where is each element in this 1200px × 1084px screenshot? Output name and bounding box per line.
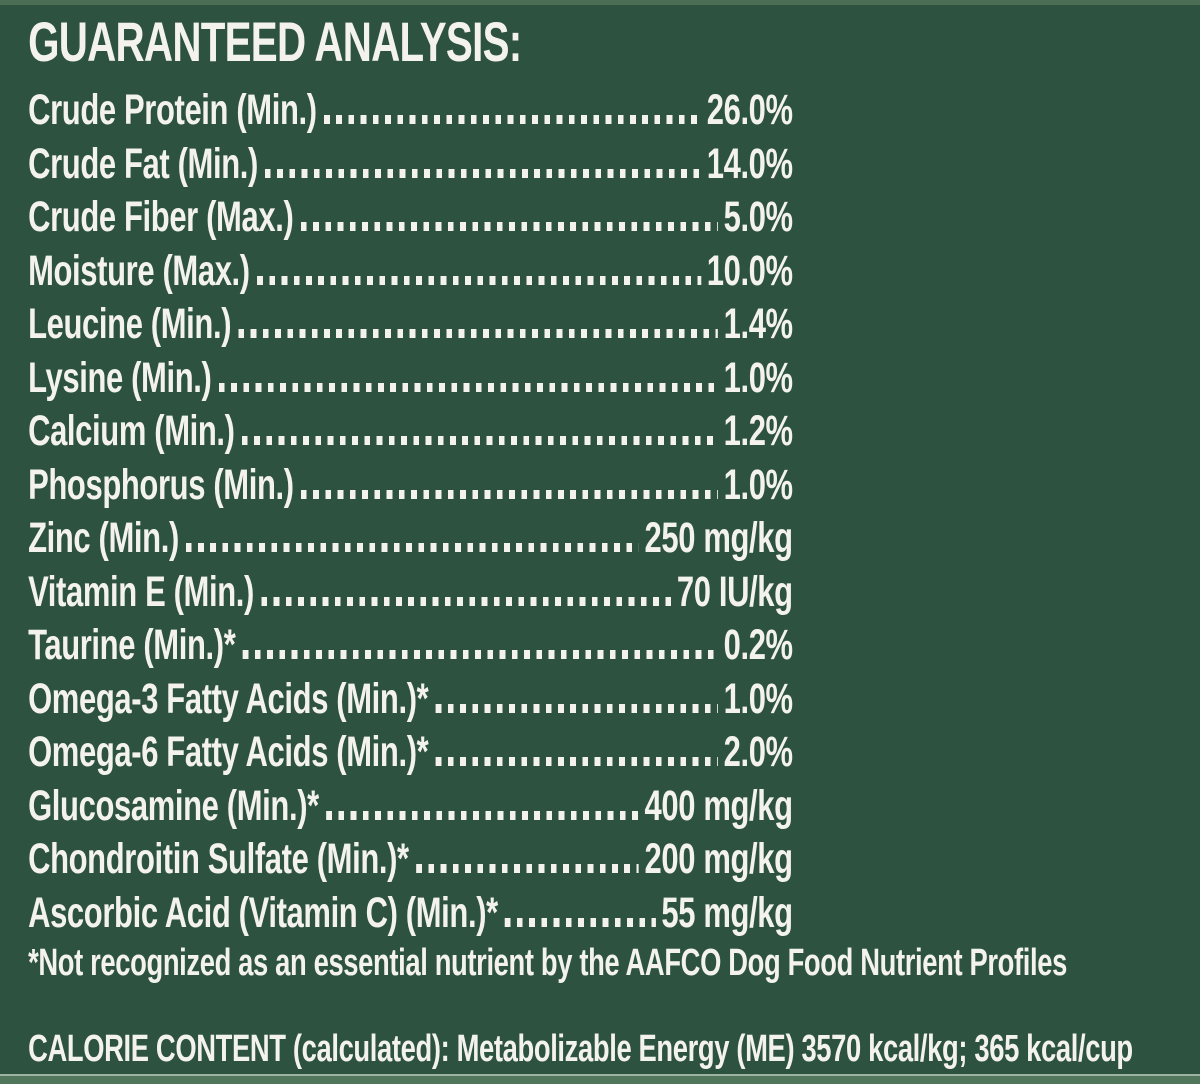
nutrient-value: 14.0% [706,139,793,188]
analysis-row: Glucosamine (Min.)* 400 mg/kg [28,780,793,834]
dot-leader [242,650,718,659]
aafco-footnote: *Not recognized as an essential nutrient… [28,942,1067,984]
nutrient-name: Lysine (Min.) [28,353,212,402]
nutrient-name: Calcium (Min.) [28,407,235,455]
nutrient-name: Vitamin E (Min.) [28,567,254,616]
nutrient-name: Crude Protein (Min.) [28,86,317,134]
analysis-row: Zinc (Min.) 250 mg/kg [28,512,793,566]
analysis-row: Lysine (Min.) 1.0% [28,352,793,406]
analysis-row: Crude Fat (Min.) 14.0% [28,138,793,192]
nutrient-name: Phosphorus (Min.) [28,460,294,509]
dot-leader [265,168,701,178]
analysis-row: Moisture (Max.) 10.0% [28,245,793,299]
nutrient-name: Zinc (Min.) [28,514,179,562]
nutrient-value: 70 IU/kg [676,567,793,616]
nutrient-value: 55 mg/kg [661,888,793,937]
nutrient-name: Omega-6 Fatty Acids (Min.)* [28,728,429,776]
dot-leader [300,489,718,499]
nutrient-name: Taurine (Min.)* [28,621,236,669]
analysis-row: Calcium (Min.) 1.2% [28,405,793,459]
nutrient-value: 1.4% [723,300,793,348]
analysis-row: Ascorbic Acid (Vitamin C) (Min.)* 55 mg/… [28,887,793,941]
analysis-row: Omega-6 Fatty Acids (Min.)* 2.0% [28,726,793,780]
analysis-row: Omega-3 Fatty Acids (Min.)* 1.0% [28,673,793,727]
label-top-edge [0,0,1200,5]
dot-leader [326,810,639,820]
analysis-rows: Crude Protein (Min.) 26.0% Crude Fat (Mi… [28,84,793,940]
dot-leader [256,275,701,285]
nutrient-value: 250 mg/kg [644,514,794,562]
nutrient-name: Leucine (Min.) [28,300,232,348]
nutrient-name: Chondroitin Sulfate (Min.)* [28,835,409,883]
dot-leader [323,115,701,124]
dot-leader [300,222,718,231]
analysis-row: Crude Protein (Min.) 26.0% [28,84,793,138]
nutrient-value: 1.0% [723,460,793,509]
nutrient-value: 5.0% [723,193,793,241]
analysis-row: Vitamin E (Min.) 70 IU/kg [28,566,793,620]
dot-leader [261,596,672,606]
nutrient-value: 2.0% [723,728,793,776]
dot-leader [505,917,656,927]
nutrient-value: 0.2% [723,621,793,669]
analysis-row: Crude Fiber (Max.) 5.0% [28,191,793,245]
nutrient-value: 26.0% [706,86,793,134]
label-bottom-edge [0,1074,1200,1084]
nutrient-name: Moisture (Max.) [28,246,250,295]
nutrient-name: Crude Fat (Min.) [28,139,258,188]
dot-leader [241,436,718,445]
analysis-row: Phosphorus (Min.) 1.0% [28,459,793,513]
nutrient-name: Omega-3 Fatty Acids (Min.)* [28,674,429,723]
dot-leader [238,329,718,338]
dot-leader [435,757,718,766]
nutrient-value: 400 mg/kg [644,781,794,830]
nutrient-value: 1.0% [723,353,793,402]
analysis-row: Leucine (Min.) 1.4% [28,298,793,352]
nutrient-value: 10.0% [706,246,793,295]
nutrient-value: 200 mg/kg [644,835,794,883]
nutrient-value: 1.2% [723,407,793,455]
dot-leader [218,382,718,392]
nutrient-name: Ascorbic Acid (Vitamin C) (Min.)* [28,888,498,937]
nutrient-name: Crude Fiber (Max.) [28,193,294,241]
dot-leader [435,703,718,713]
calorie-content-line: CALORIE CONTENT (calculated): Metaboliza… [28,1028,1133,1070]
analysis-row: Chondroitin Sulfate (Min.)* 200 mg/kg [28,833,793,887]
analysis-row: Taurine (Min.)* 0.2% [28,619,793,673]
nutrient-name: Glucosamine (Min.)* [28,781,319,830]
dot-leader [186,543,639,552]
dot-leader [415,864,639,873]
guaranteed-analysis-title: GUARANTEED ANALYSIS: [28,10,522,73]
nutrient-value: 1.0% [723,674,793,723]
